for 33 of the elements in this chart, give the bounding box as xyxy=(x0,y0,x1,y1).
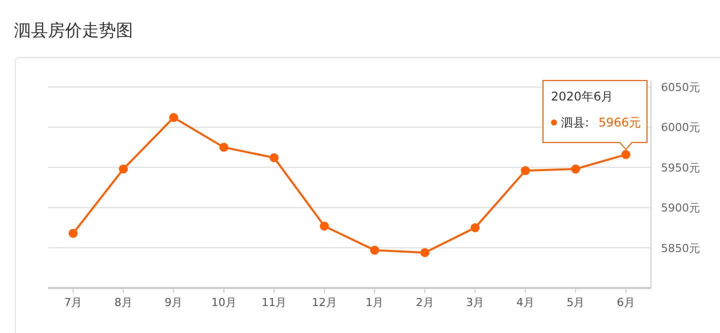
point xyxy=(370,246,380,255)
point xyxy=(470,223,480,232)
x-tick-label: 8月 xyxy=(114,296,132,309)
x-tick-label: 2月 xyxy=(416,296,434,309)
x-tick-label: 4月 xyxy=(516,296,534,309)
y-tick-label: 5850元 xyxy=(661,242,700,255)
x-tick-label: 5月 xyxy=(566,296,585,309)
chart-title: 泗县房价走势图 xyxy=(14,21,133,41)
legend-label: 泗县: xyxy=(561,116,590,130)
data-label: 5966元 xyxy=(598,116,641,130)
point xyxy=(169,113,178,122)
x-tick-label: 12月 xyxy=(312,296,337,309)
point xyxy=(118,164,128,174)
point xyxy=(219,142,228,152)
x-tick-label: 3月 xyxy=(466,296,484,309)
x-tick-label: 7月 xyxy=(64,296,82,309)
point xyxy=(420,248,430,258)
point xyxy=(520,166,530,176)
point xyxy=(68,228,78,238)
x-tick-label: 10月 xyxy=(211,296,236,309)
y-tick-label: 5900元 xyxy=(661,202,700,215)
annotation: 2020年6月 xyxy=(551,90,614,104)
point xyxy=(571,164,580,174)
x-tick-label: 6月 xyxy=(616,296,635,309)
y-tick-label: 5950元 xyxy=(661,161,700,174)
y-tick-label: 6000元 xyxy=(661,121,700,134)
x-tick-label: 9月 xyxy=(164,296,183,309)
x-tick-label: 11月 xyxy=(262,296,287,309)
point xyxy=(270,153,279,162)
point xyxy=(621,150,630,160)
y-tick-label: 6050元 xyxy=(661,81,700,94)
point xyxy=(320,222,329,231)
x-tick-label: 1月 xyxy=(366,296,384,309)
